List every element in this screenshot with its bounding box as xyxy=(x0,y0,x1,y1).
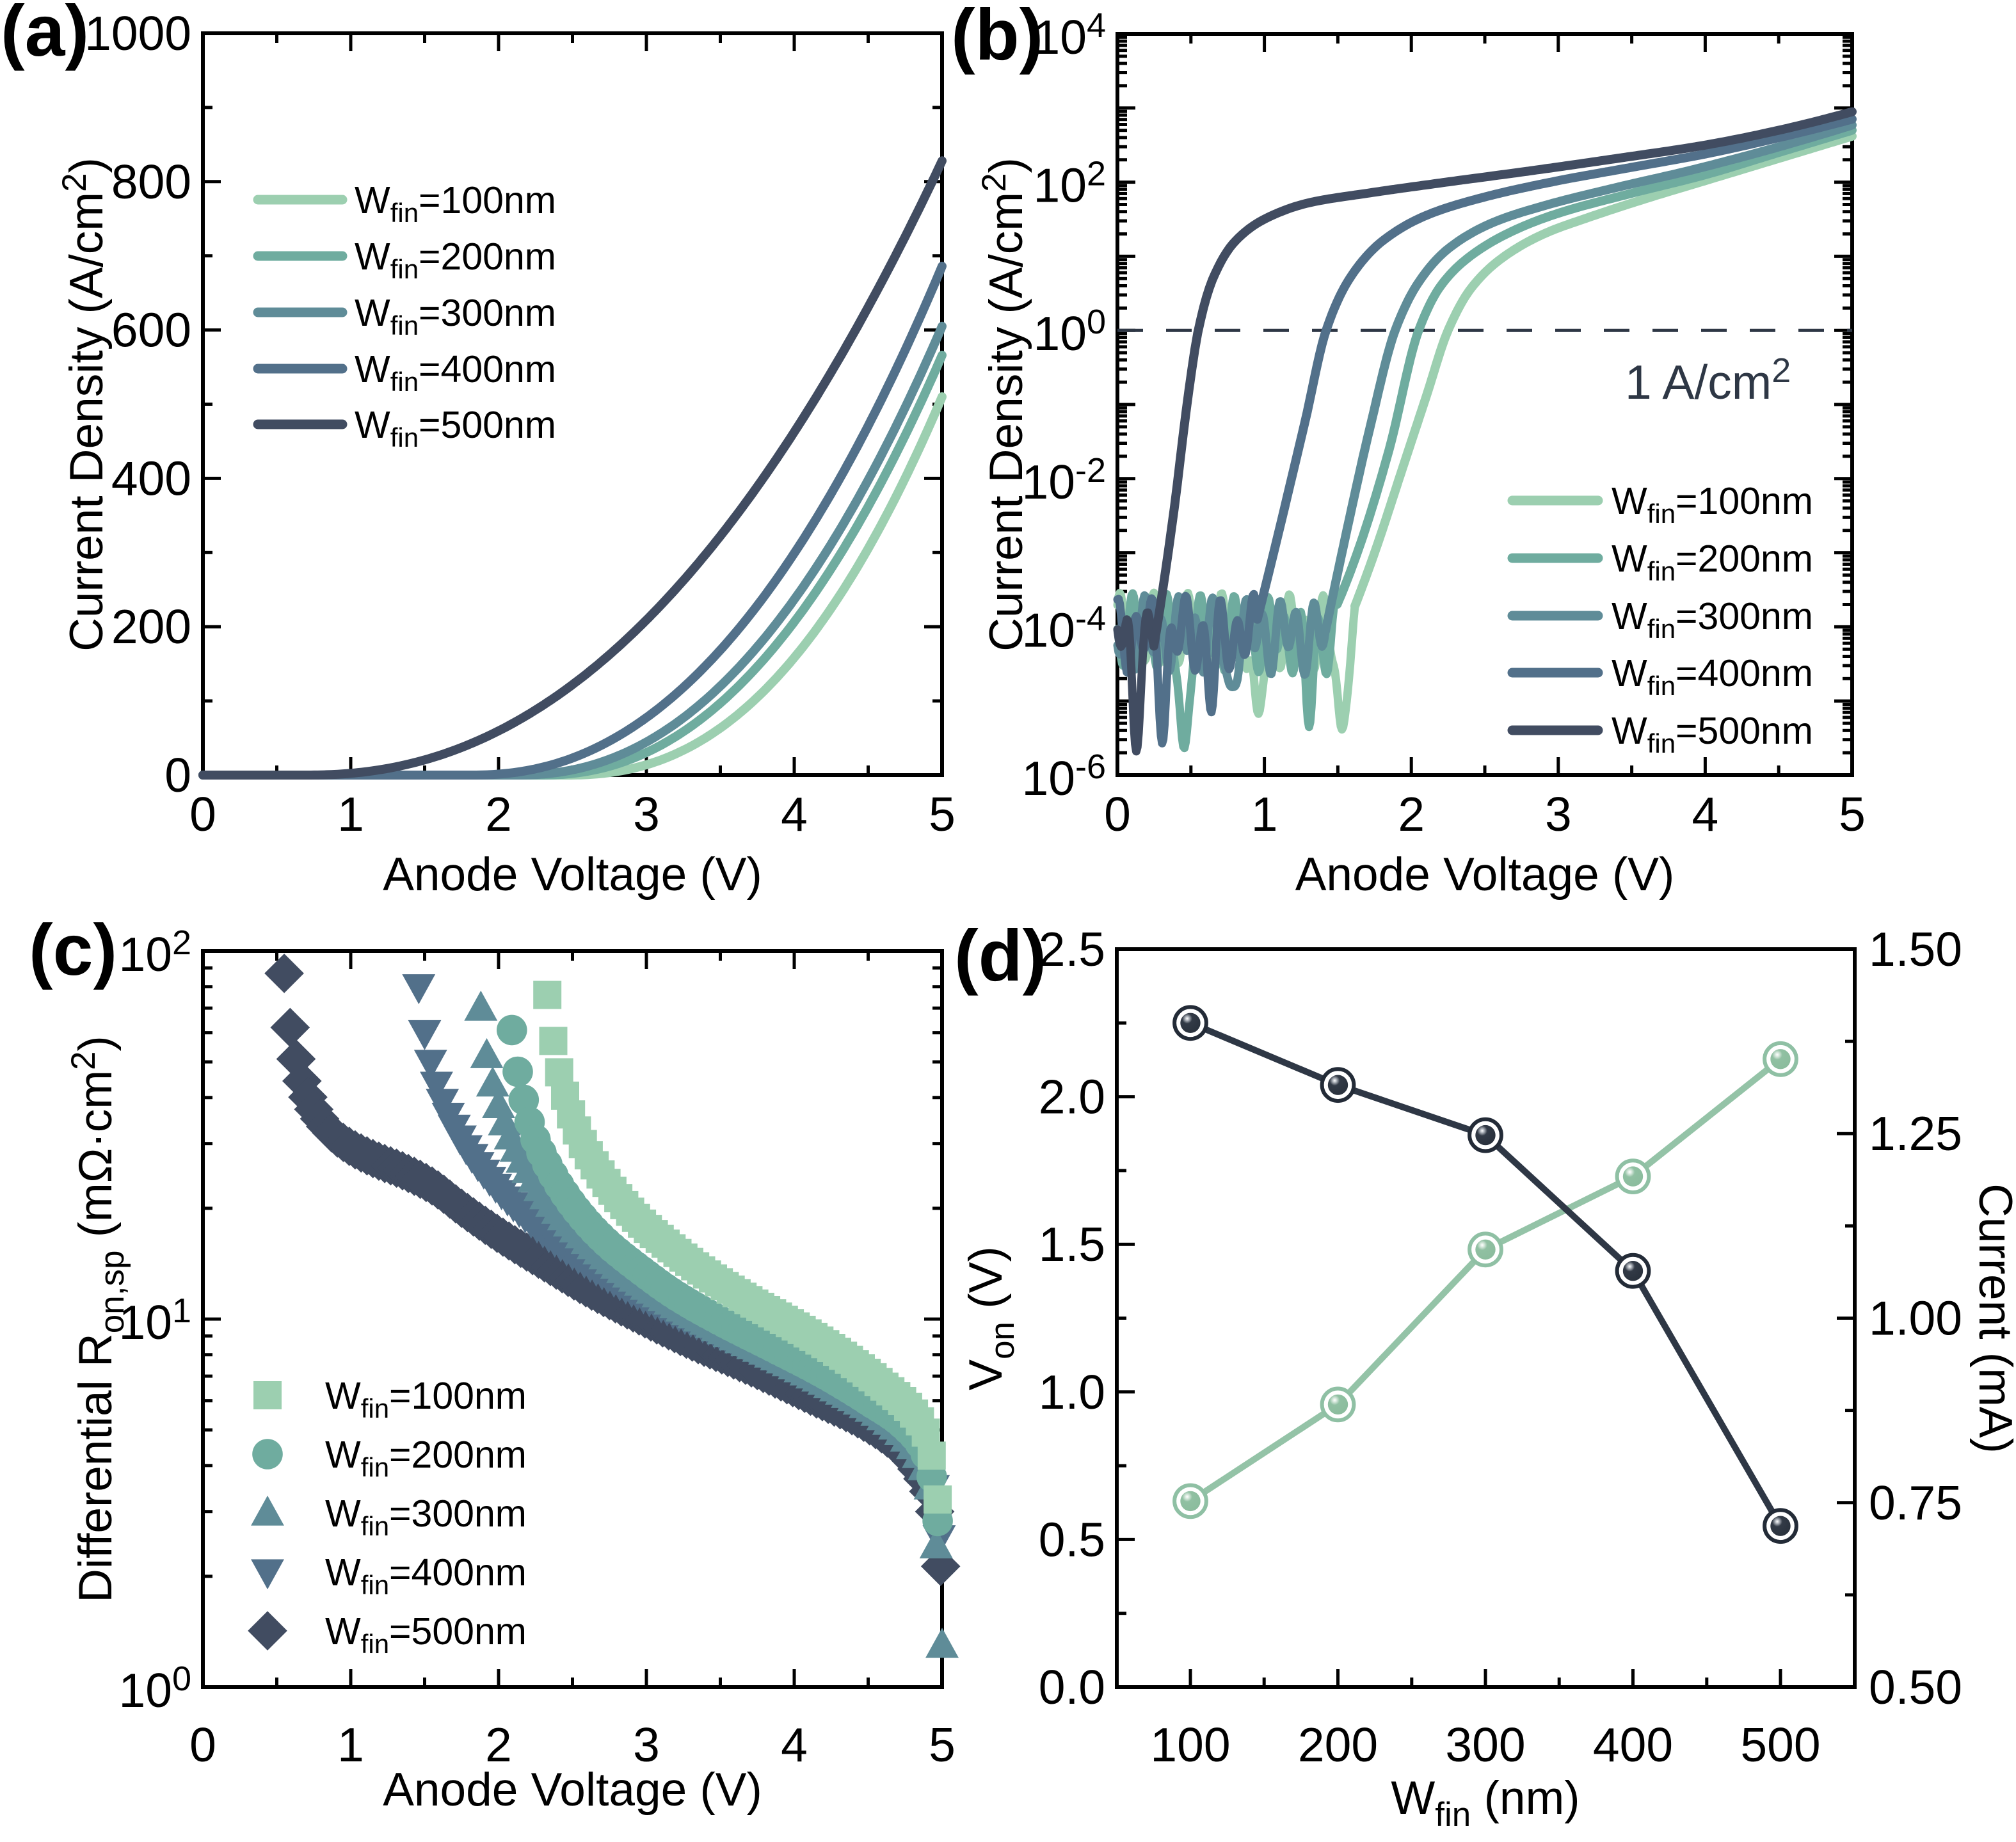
svg-text:400: 400 xyxy=(111,451,191,505)
svg-text:600: 600 xyxy=(111,303,191,357)
svg-text:Wfin=500nm: Wfin=500nm xyxy=(325,1610,527,1659)
svg-text:200: 200 xyxy=(1298,1718,1378,1772)
svg-text:0.0: 0.0 xyxy=(1039,1660,1105,1714)
svg-text:1.5: 1.5 xyxy=(1039,1217,1105,1271)
svg-text:2: 2 xyxy=(485,787,512,841)
svg-text:200: 200 xyxy=(111,600,191,653)
svg-text:1.0: 1.0 xyxy=(1039,1365,1105,1419)
svg-text:500: 500 xyxy=(1740,1718,1820,1772)
svg-text:3: 3 xyxy=(1545,787,1572,841)
svg-text:3: 3 xyxy=(633,787,660,841)
svg-text:4: 4 xyxy=(1692,787,1719,841)
svg-text:1.25: 1.25 xyxy=(1869,1107,1962,1160)
svg-text:2: 2 xyxy=(485,1718,512,1772)
svg-text:10-4: 10-4 xyxy=(1022,599,1106,657)
svg-text:104: 104 xyxy=(1034,6,1106,64)
svg-text:Anode Voltage (V): Anode Voltage (V) xyxy=(383,849,762,901)
svg-text:Wfin=400nm: Wfin=400nm xyxy=(1612,652,1813,701)
svg-text:1.50: 1.50 xyxy=(1869,922,1962,976)
svg-text:2.5: 2.5 xyxy=(1039,922,1105,976)
svg-text:1: 1 xyxy=(337,787,364,841)
svg-text:1 A/cm2: 1 A/cm2 xyxy=(1625,351,1791,409)
svg-text:Wfin=400nm: Wfin=400nm xyxy=(325,1551,527,1600)
svg-text:100: 100 xyxy=(1150,1718,1230,1772)
svg-text:0: 0 xyxy=(189,1718,216,1772)
svg-text:4: 4 xyxy=(781,787,808,841)
svg-text:1: 1 xyxy=(1251,787,1278,841)
svg-text:5: 5 xyxy=(1839,787,1866,841)
svg-text:Von (V): Von (V) xyxy=(960,1246,1021,1390)
svg-text:400: 400 xyxy=(1593,1718,1673,1772)
svg-text:Wfin=300nm: Wfin=300nm xyxy=(355,292,556,340)
svg-text:Wfin=200nm: Wfin=200nm xyxy=(355,236,556,284)
svg-text:Anode Voltage (V): Anode Voltage (V) xyxy=(383,1764,762,1816)
svg-text:Wfin (nm): Wfin (nm) xyxy=(1391,1772,1580,1834)
svg-text:Wfin=200nm: Wfin=200nm xyxy=(1612,538,1813,586)
svg-text:1.00: 1.00 xyxy=(1869,1292,1962,1345)
svg-text:102: 102 xyxy=(119,924,191,981)
svg-text:(a): (a) xyxy=(1,0,89,71)
svg-text:10-2: 10-2 xyxy=(1022,451,1106,509)
svg-text:Wfin=400nm: Wfin=400nm xyxy=(355,348,556,397)
svg-text:3: 3 xyxy=(633,1718,660,1772)
svg-text:0: 0 xyxy=(164,748,191,802)
svg-text:Anode Voltage (V): Anode Voltage (V) xyxy=(1295,849,1675,901)
svg-text:300: 300 xyxy=(1445,1718,1525,1772)
svg-text:0.75: 0.75 xyxy=(1869,1476,1962,1530)
svg-text:5: 5 xyxy=(929,1718,956,1772)
svg-text:Wfin=300nm: Wfin=300nm xyxy=(1612,595,1813,644)
svg-text:Wfin=100nm: Wfin=100nm xyxy=(1612,480,1813,529)
svg-text:800: 800 xyxy=(111,155,191,209)
svg-text:Current Density (A/cm2): Current Density (A/cm2) xyxy=(975,157,1032,652)
svg-text:1: 1 xyxy=(337,1718,364,1772)
svg-text:0: 0 xyxy=(189,787,216,841)
svg-text:4: 4 xyxy=(781,1718,808,1772)
svg-text:Wfin=500nm: Wfin=500nm xyxy=(1612,710,1813,758)
svg-text:(b): (b) xyxy=(951,0,1043,75)
svg-text:1000: 1000 xyxy=(84,6,191,60)
svg-text:Wfin=100nm: Wfin=100nm xyxy=(355,179,556,228)
svg-text:5: 5 xyxy=(929,787,956,841)
svg-text:0: 0 xyxy=(1104,787,1131,841)
svg-text:0.50: 0.50 xyxy=(1869,1660,1962,1714)
svg-text:Wfin=300nm: Wfin=300nm xyxy=(325,1493,527,1541)
svg-text:0.5: 0.5 xyxy=(1039,1512,1105,1566)
svg-text:(c): (c) xyxy=(29,909,117,990)
svg-text:Current (mA): Current (mA) xyxy=(1969,1183,2016,1454)
svg-text:Wfin=200nm: Wfin=200nm xyxy=(325,1434,527,1482)
svg-text:2: 2 xyxy=(1398,787,1425,841)
svg-text:(d): (d) xyxy=(954,915,1046,996)
svg-text:Current Density (A/cm2): Current Density (A/cm2) xyxy=(56,157,113,652)
svg-text:Wfin=500nm: Wfin=500nm xyxy=(355,404,556,452)
svg-text:Wfin=100nm: Wfin=100nm xyxy=(325,1375,527,1423)
svg-text:2.0: 2.0 xyxy=(1039,1070,1105,1124)
